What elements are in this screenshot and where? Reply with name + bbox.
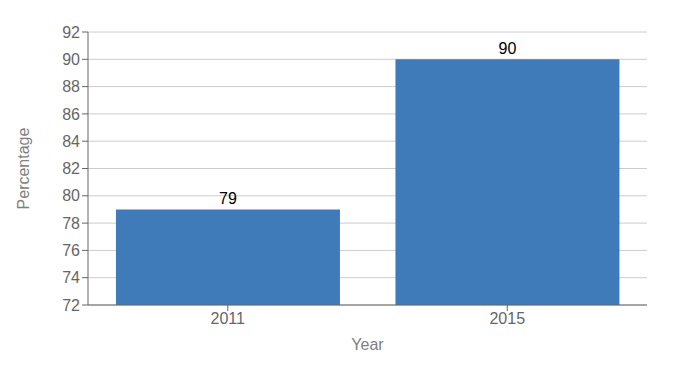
svg-text:82: 82 [62,160,80,177]
svg-text:72: 72 [62,297,80,314]
svg-text:84: 84 [62,133,80,150]
svg-text:80: 80 [62,187,80,204]
svg-text:92: 92 [62,24,80,41]
svg-text:86: 86 [62,106,80,123]
svg-text:90: 90 [499,40,517,57]
svg-text:74: 74 [62,269,80,286]
svg-text:90: 90 [62,51,80,68]
svg-text:78: 78 [62,215,80,232]
svg-text:Year: Year [351,336,384,353]
svg-text:Percentage: Percentage [15,127,32,209]
svg-text:2015: 2015 [489,310,525,327]
svg-text:76: 76 [62,242,80,259]
svg-text:79: 79 [219,190,237,207]
svg-text:88: 88 [62,78,80,95]
svg-text:2011: 2011 [211,310,246,327]
